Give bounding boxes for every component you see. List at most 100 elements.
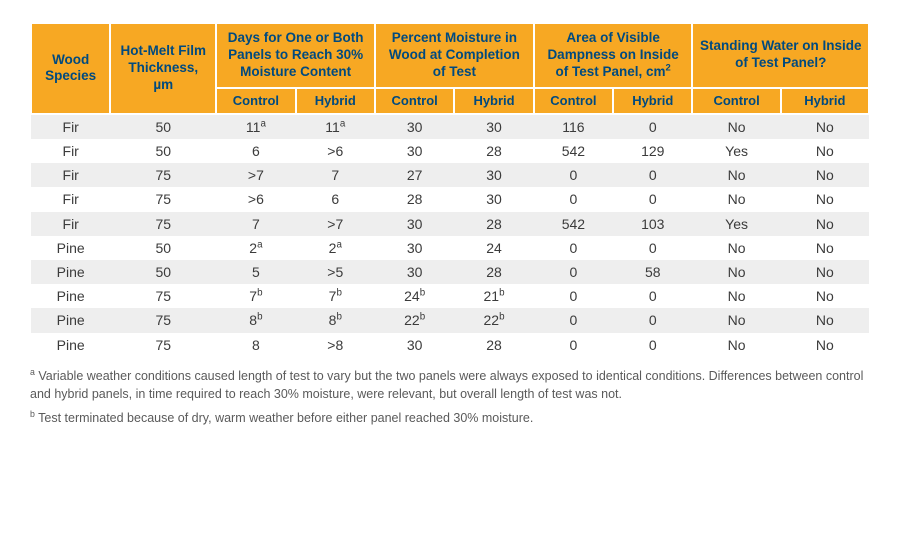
table-cell: >7: [296, 212, 375, 236]
table-cell: >5: [296, 260, 375, 284]
table-cell: 75: [110, 308, 216, 332]
table-cell: Fir: [31, 187, 110, 211]
table-cell: 50: [110, 236, 216, 260]
table-cell: No: [692, 114, 780, 139]
table-cell: 21b: [454, 284, 533, 308]
table-cell: 116: [534, 114, 613, 139]
table-row: Fir5011a11a30301160NoNo: [31, 114, 869, 139]
table-cell: 30: [375, 260, 454, 284]
table-cell: No: [692, 187, 780, 211]
table-cell: 30: [375, 333, 454, 357]
table-cell: No: [692, 308, 780, 332]
table-cell: No: [692, 236, 780, 260]
table-cell: 0: [613, 114, 692, 139]
footnotes: a Variable weather conditions caused len…: [30, 367, 870, 427]
footnote-a: a Variable weather conditions caused len…: [30, 367, 870, 403]
table-row: Pine757b7b24b21b00NoNo: [31, 284, 869, 308]
table-cell: 22b: [375, 308, 454, 332]
table-cell: 24: [454, 236, 533, 260]
table-cell: 6: [216, 139, 295, 163]
table-cell: 0: [613, 236, 692, 260]
table-cell: No: [781, 212, 869, 236]
subcol-moist-control: Control: [375, 88, 454, 114]
table-cell: Pine: [31, 333, 110, 357]
table-row: Pine502a2a302400NoNo: [31, 236, 869, 260]
table-cell: 30: [454, 187, 533, 211]
table-cell: 11a: [216, 114, 295, 139]
table-cell: 30: [454, 163, 533, 187]
table-row: Fir75>77273000NoNo: [31, 163, 869, 187]
table-cell: No: [692, 163, 780, 187]
table-cell: 0: [613, 333, 692, 357]
table-cell: Pine: [31, 236, 110, 260]
table-cell: 542: [534, 212, 613, 236]
table-cell: 27: [375, 163, 454, 187]
table-cell: 75: [110, 212, 216, 236]
table-cell: 5: [216, 260, 295, 284]
col-days: Days for One or Both Panels to Reach 30%…: [216, 23, 375, 88]
table-cell: No: [781, 260, 869, 284]
table-cell: 58: [613, 260, 692, 284]
subcol-moist-hybrid: Hybrid: [454, 88, 533, 114]
table-cell: 50: [110, 139, 216, 163]
subcol-stand-control: Control: [692, 88, 780, 114]
table-cell: 0: [613, 308, 692, 332]
table-cell: 24b: [375, 284, 454, 308]
table-cell: Fir: [31, 163, 110, 187]
table-cell: No: [781, 284, 869, 308]
table-cell: 0: [613, 187, 692, 211]
table-cell: 30: [375, 236, 454, 260]
table-cell: No: [781, 139, 869, 163]
table-row: Pine758>8302800NoNo: [31, 333, 869, 357]
table-cell: >6: [216, 187, 295, 211]
table-cell: 28: [454, 139, 533, 163]
table-cell: 0: [534, 163, 613, 187]
table-row: Fir506>63028542129YesNo: [31, 139, 869, 163]
table-cell: 0: [613, 284, 692, 308]
table-cell: 75: [110, 333, 216, 357]
table-cell: Fir: [31, 212, 110, 236]
table-cell: 0: [534, 260, 613, 284]
table-cell: No: [781, 308, 869, 332]
table-cell: 2a: [216, 236, 295, 260]
table-cell: 0: [534, 236, 613, 260]
table-cell: 129: [613, 139, 692, 163]
table-cell: No: [692, 260, 780, 284]
table-cell: 7b: [296, 284, 375, 308]
table-cell: Fir: [31, 114, 110, 139]
subcol-days-control: Control: [216, 88, 295, 114]
col-thickness: Hot-Melt Film Thickness, µm: [110, 23, 216, 114]
table-cell: 8b: [216, 308, 295, 332]
table-cell: Fir: [31, 139, 110, 163]
subcol-damp-control: Control: [534, 88, 613, 114]
table-cell: 0: [534, 308, 613, 332]
table-cell: No: [692, 284, 780, 308]
footnote-b: b Test terminated because of dry, warm w…: [30, 409, 870, 427]
table-cell: 8b: [296, 308, 375, 332]
table-cell: Pine: [31, 308, 110, 332]
table-row: Fir757>73028542103YesNo: [31, 212, 869, 236]
table-header: Wood Species Hot-Melt Film Thickness, µm…: [31, 23, 869, 114]
table-row: Pine758b8b22b22b00NoNo: [31, 308, 869, 332]
table-cell: 7: [216, 212, 295, 236]
table-cell: 542: [534, 139, 613, 163]
table-cell: 50: [110, 114, 216, 139]
table-cell: 50: [110, 260, 216, 284]
table-row: Pine505>53028058NoNo: [31, 260, 869, 284]
table-cell: No: [781, 163, 869, 187]
table-cell: Pine: [31, 260, 110, 284]
table-cell: Yes: [692, 139, 780, 163]
table-cell: 30: [375, 212, 454, 236]
table-cell: No: [781, 187, 869, 211]
table-cell: >8: [296, 333, 375, 357]
table-cell: 30: [375, 114, 454, 139]
table-cell: 2a: [296, 236, 375, 260]
col-standing: Standing Water on Inside of Test Panel?: [692, 23, 869, 88]
table-cell: 30: [454, 114, 533, 139]
col-moisture: Percent Moisture in Wood at Completion o…: [375, 23, 534, 88]
table-cell: 103: [613, 212, 692, 236]
table-cell: 8: [216, 333, 295, 357]
results-table: Wood Species Hot-Melt Film Thickness, µm…: [30, 22, 870, 357]
table-cell: 28: [454, 212, 533, 236]
table-cell: >7: [216, 163, 295, 187]
